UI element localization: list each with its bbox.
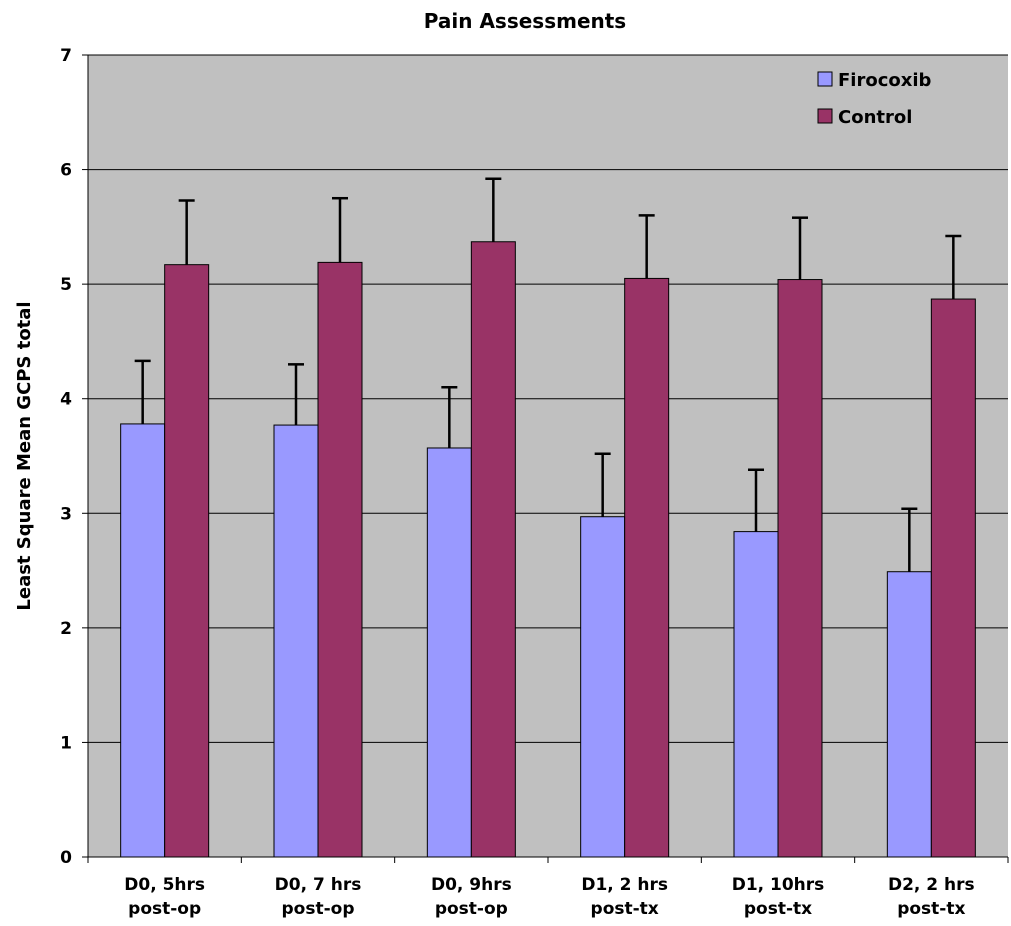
- x-tick-label: D0, 9hrs post-op: [431, 875, 512, 919]
- y-tick-label: 1: [60, 733, 72, 753]
- legend-label-control: Control: [838, 107, 912, 128]
- y-tick-label: 6: [60, 161, 72, 181]
- legend-swatch-firocoxib: [817, 71, 833, 87]
- bar-control: [624, 277, 670, 858]
- legend-swatch-control: [817, 108, 833, 124]
- bar-firocoxib: [426, 447, 472, 858]
- bar-control: [317, 261, 363, 858]
- y-tick-label: 2: [60, 619, 72, 639]
- plot-background: [88, 55, 1008, 857]
- legend: Firocoxib Control: [817, 70, 932, 128]
- y-axis-label: Least Square Mean GCPS total: [14, 301, 35, 610]
- bar-control: [164, 264, 210, 858]
- x-tick-label: D0, 5hrs post-op: [124, 875, 205, 919]
- bar-firocoxib: [273, 424, 319, 858]
- x-tick-label: D1, 10hrs post-tx: [732, 875, 825, 919]
- x-tick-label: D1, 2 hrs post-tx: [581, 875, 668, 919]
- bar-firocoxib: [733, 531, 779, 858]
- y-tick-label: 3: [60, 504, 72, 524]
- y-tick-label: 5: [60, 275, 72, 295]
- bar-control: [777, 279, 823, 858]
- bar-control: [470, 241, 516, 858]
- y-tick-label: 0: [60, 848, 72, 868]
- chart-title: Pain Assessments: [424, 9, 626, 33]
- x-tick-label: D2, 2 hrs post-tx: [888, 875, 975, 919]
- y-tick-label: 7: [60, 46, 72, 66]
- bar-firocoxib: [120, 423, 166, 858]
- plot-area: 0 1 2 3 4 5 6 7 D0, 5hrs post-op D0, 7 hrs post-op D…: [60, 46, 1009, 919]
- bar-firocoxib: [580, 516, 626, 858]
- y-tick-label: 4: [60, 390, 72, 410]
- bar-control: [930, 298, 976, 858]
- x-tick-label: D0, 7 hrs post-op: [275, 875, 362, 919]
- bar-firocoxib: [886, 571, 932, 858]
- legend-label-firocoxib: Firocoxib: [838, 70, 932, 91]
